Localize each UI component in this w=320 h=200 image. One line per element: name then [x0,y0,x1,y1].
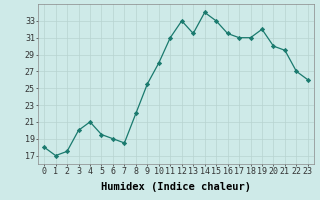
X-axis label: Humidex (Indice chaleur): Humidex (Indice chaleur) [101,182,251,192]
